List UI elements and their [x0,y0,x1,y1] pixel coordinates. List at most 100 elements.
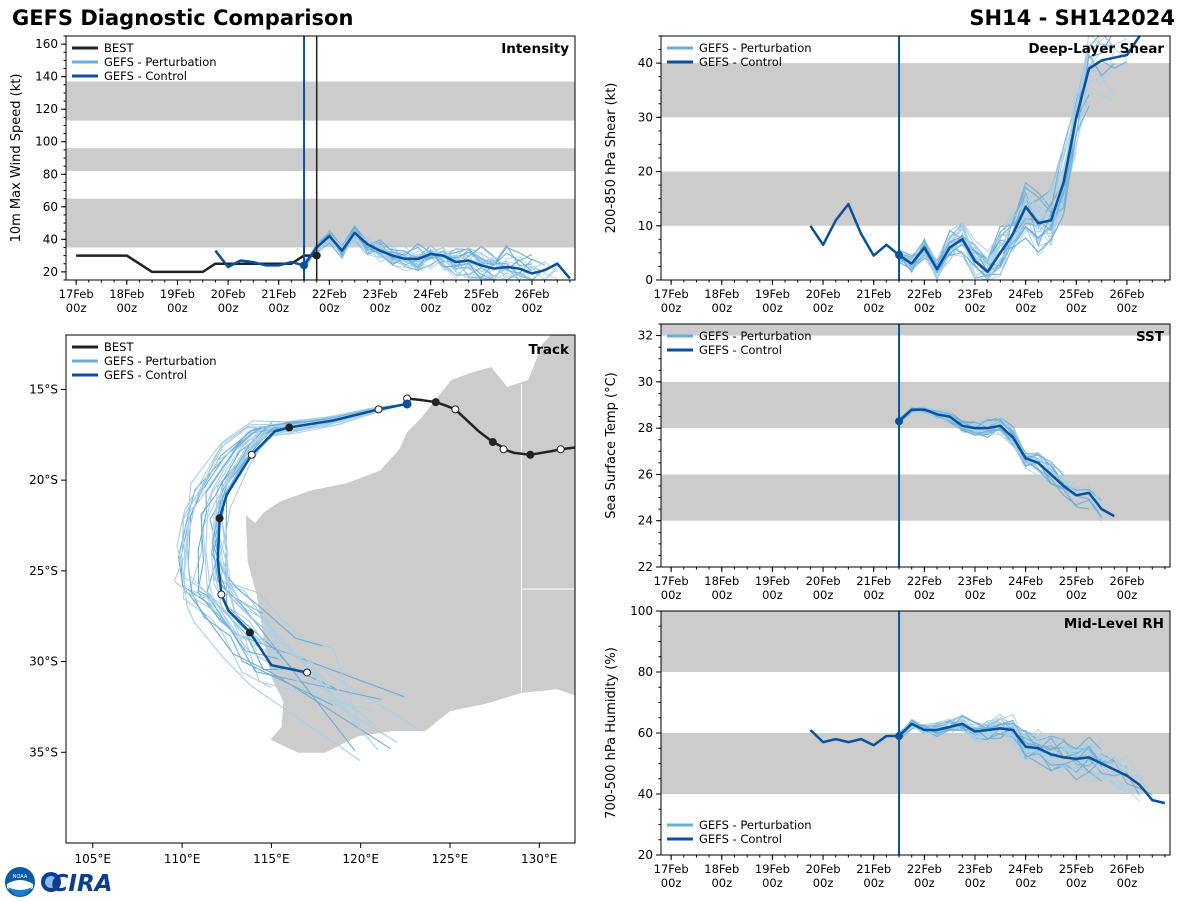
x-tick-day-label: 21Feb [856,574,891,588]
x-tick-hour-label: 00z [711,301,732,315]
x-tick-hour-label: 00z [863,588,884,602]
x-tick-hour-label: 00z [370,301,391,315]
x-tick-day-label: 19Feb [755,574,790,588]
storm-id: SH14 - SH142024 [969,6,1175,30]
x-tick-day-label: 23Feb [958,287,993,301]
x-tick-hour-label: 00z [965,876,986,890]
noaa-logo-text: NOAA [13,874,28,880]
x-tick-day-label: 20Feb [806,287,841,301]
x-tick-hour-label: 00z [522,301,543,315]
x-tick-hour-label: 00z [1015,301,1036,315]
x-tick-day-label: 23Feb [958,574,993,588]
x-tick-hour-label: 00z [863,876,884,890]
threshold-band [66,81,575,121]
y-tick-label: 40 [638,56,653,70]
x-tick-day-label: 26Feb [514,287,549,301]
panel-title: Mid-Level RH [1064,616,1164,632]
x-tick-hour-label: 00z [965,301,986,315]
control-track-point [245,628,254,637]
perturbation-member-line [898,713,1102,756]
legend-control-label: GEFS - Control [699,55,782,69]
x-tick-hour-label: 00z [218,301,239,315]
x-tick-day-label: 18Feb [109,287,144,301]
y-tick-label: 80 [43,167,58,181]
x-tick-day-label: 19Feb [755,862,790,876]
x-tick-day-label: 21Feb [856,862,891,876]
x-tick-hour-label: 00z [711,588,732,602]
init-marker [895,732,904,741]
threshold-band [661,611,1170,672]
y-tick-label: 100 [35,135,58,149]
control-line [809,729,899,747]
x-tick-day-label: 25Feb [1059,574,1094,588]
y-axis-label: 200-850 hPa Shear (kt) [604,83,619,234]
perturbation-track [183,403,408,761]
control-line [214,249,305,269]
legend-best-label: BEST [104,41,134,55]
perturbation-member-line [898,406,1064,474]
plot-area [76,224,571,280]
perturbation-track [225,403,408,692]
y-tick-label: 22 [638,560,653,574]
y-tick-label: 20 [638,848,653,862]
threshold-band [66,198,575,248]
x-tick-day-label: 24Feb [1008,574,1043,588]
x-tick-day-label: 18Feb [704,287,739,301]
cira-logo-icon: CIRA [41,871,112,897]
x-tick-day-label: 25Feb [1059,287,1094,301]
threshold-band [661,171,1170,226]
x-tick-hour-label: 00z [914,301,935,315]
control-line [898,722,1166,805]
x-tick-hour-label: 00z [1117,588,1138,602]
x-tick-hour-label: 00z [1117,301,1138,315]
noaa-logo-icon: NOAA [5,867,35,897]
y-axis-label: 10m Max Wind Speed (kt) [9,74,24,243]
plot-area [809,36,1141,280]
y-tick-label: 32 [638,329,653,343]
map-frame [65,334,576,844]
lon-tick-label: 120°E [342,852,379,866]
panel-title: Intensity [501,41,569,57]
x-tick-day-label: 22Feb [312,287,347,301]
x-tick-day-label: 24Feb [1008,862,1043,876]
x-tick-hour-label: 00z [319,301,340,315]
x-tick-day-label: 21Feb [856,287,891,301]
shear-panel: 01020304017Feb00z18Feb00z19Feb00z20Feb00… [604,35,1171,315]
panel-title: Track [529,342,570,358]
y-tick-label: 160 [35,37,58,51]
x-tick-day-label: 19Feb [160,287,195,301]
perturbation-member-line [898,720,1128,787]
x-tick-day-label: 22Feb [907,574,942,588]
perturbation-member-line [898,407,1103,516]
lon-tick-label: 130°E [521,852,558,866]
x-tick-hour-label: 00z [661,876,682,890]
y-axis-label: Sea Surface Temp (°C) [604,372,619,519]
legend-perturbation-label: GEFS - Perturbation [104,354,217,368]
x-tick-day-label: 24Feb [1008,287,1043,301]
figure-title: GEFS Diagnostic Comparison [12,6,354,30]
axes-frame [660,323,1171,568]
x-tick-hour-label: 00z [661,588,682,602]
x-tick-hour-label: 00z [268,301,289,315]
x-tick-day-label: 23Feb [958,862,993,876]
map-area [173,335,575,761]
x-tick-hour-label: 00z [813,588,834,602]
perturbation-member-line [898,192,1065,280]
lat-tick-label: 25°S [29,564,58,578]
x-tick-hour-label: 00z [1015,876,1036,890]
track-init-marker [402,399,412,409]
x-tick-day-label: 18Feb [704,862,739,876]
best-track-point [556,445,565,454]
x-tick-hour-label: 00z [813,876,834,890]
x-tick-day-label: 24Feb [413,287,448,301]
lat-tick-label: 35°S [29,745,58,759]
x-tick-hour-label: 00z [661,301,682,315]
legend-control-label: GEFS - Control [104,69,187,83]
best-track-point [499,445,508,454]
x-tick-hour-label: 00z [914,876,935,890]
y-axis-label: 700-500 hPa Humidity (%) [604,647,619,819]
y-tick-label: 0 [645,273,653,287]
x-tick-day-label: 26Feb [1109,862,1144,876]
control-track-line [216,402,408,674]
